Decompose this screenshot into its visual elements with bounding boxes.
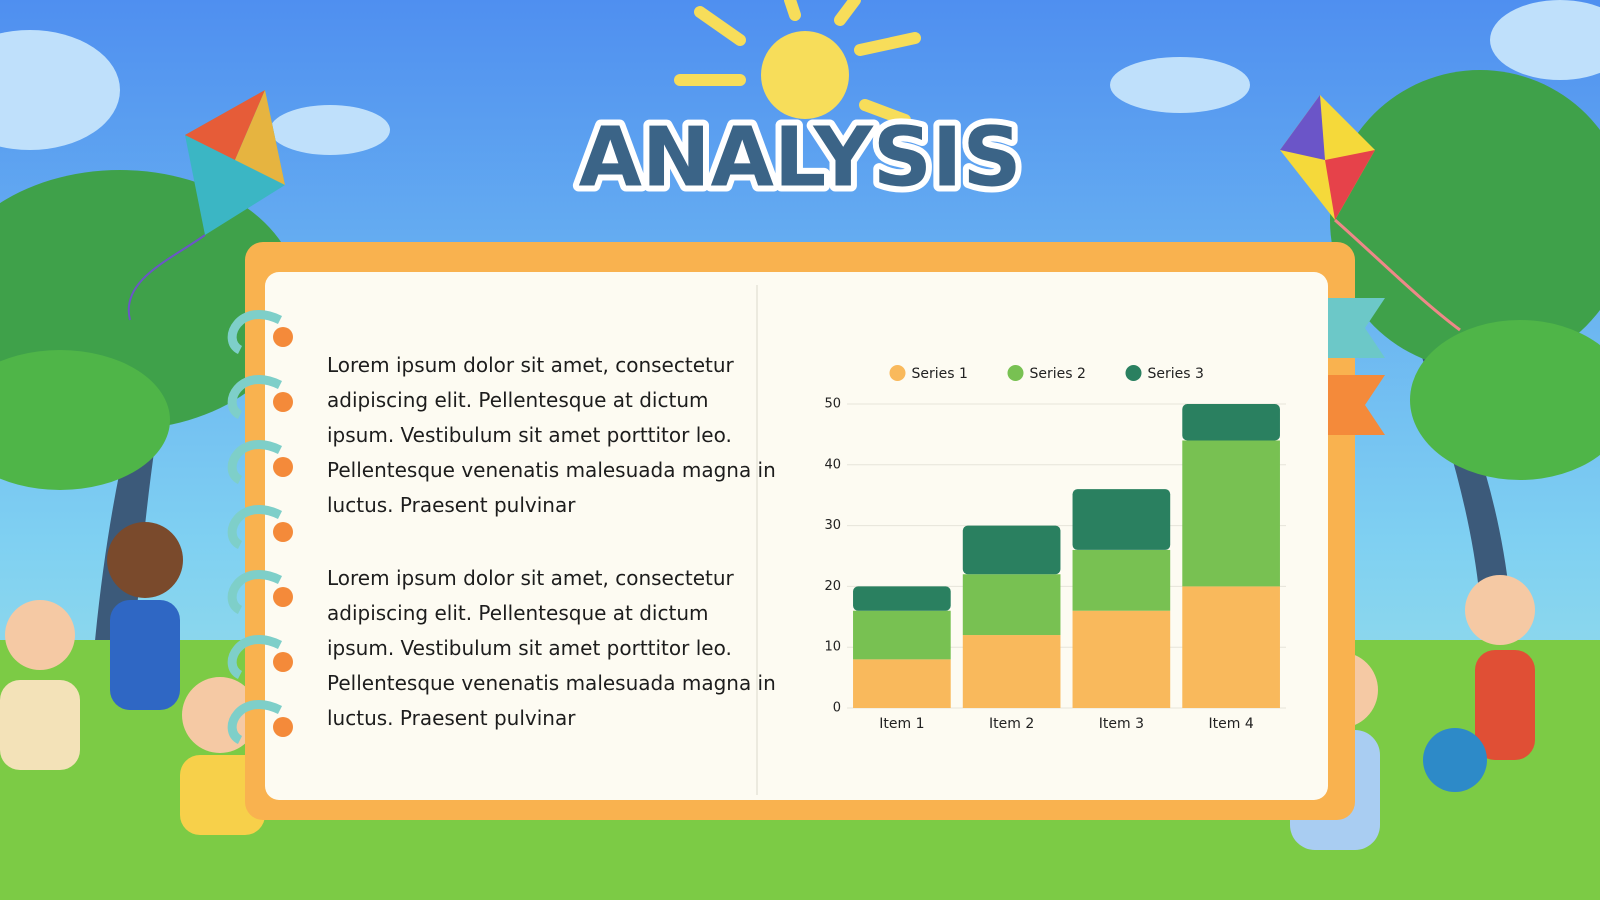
- paragraph: Lorem ipsum dolor sit amet, consectetur …: [327, 353, 776, 517]
- legend-label: Series 1: [912, 366, 968, 382]
- bar-segment: [853, 586, 951, 611]
- bar-segment: [853, 659, 951, 708]
- bar-segment: [1072, 489, 1171, 550]
- bar-segment: [962, 635, 1061, 708]
- y-tick-label: 10: [824, 640, 841, 655]
- y-tick-label: 50: [824, 397, 841, 412]
- legend-swatch: [1007, 365, 1024, 381]
- bar-segment: [1182, 440, 1280, 587]
- legend-label: Series 3: [1148, 366, 1204, 382]
- bar-segment: [962, 525, 1061, 575]
- sun: [674, 0, 921, 126]
- clouds: [0, 0, 1600, 155]
- x-tick-label: Item 3: [1099, 716, 1144, 732]
- legend-label: Series 2: [1030, 366, 1086, 382]
- x-tick-label: Item 2: [989, 716, 1034, 732]
- slide-title: ANALYSIS: [578, 110, 1021, 205]
- y-tick-label: 0: [833, 701, 841, 716]
- x-tick-label: Item 4: [1209, 716, 1254, 732]
- legend-swatch: [1125, 365, 1142, 381]
- y-tick-label: 20: [824, 579, 841, 594]
- bar-segment: [853, 610, 951, 660]
- chart: 0 10 20 30 40 50 Series 1 Series 2 Series 3 Item …: [824, 365, 1286, 732]
- x-tick-label: Item 1: [879, 716, 924, 732]
- bar-segment: [1182, 586, 1280, 708]
- paragraph: Lorem ipsum dolor sit amet, consectetur …: [327, 566, 776, 730]
- bar-segment: [1072, 549, 1171, 611]
- y-tick-label: 30: [824, 518, 841, 533]
- bar-segment: [1072, 610, 1171, 708]
- legend-swatch: [889, 365, 906, 381]
- bar-segment: [962, 574, 1061, 636]
- kites: [127, 90, 1461, 332]
- y-tick-label: 40: [824, 457, 841, 472]
- trees: [0, 70, 1600, 700]
- bar-segment: [1182, 404, 1280, 441]
